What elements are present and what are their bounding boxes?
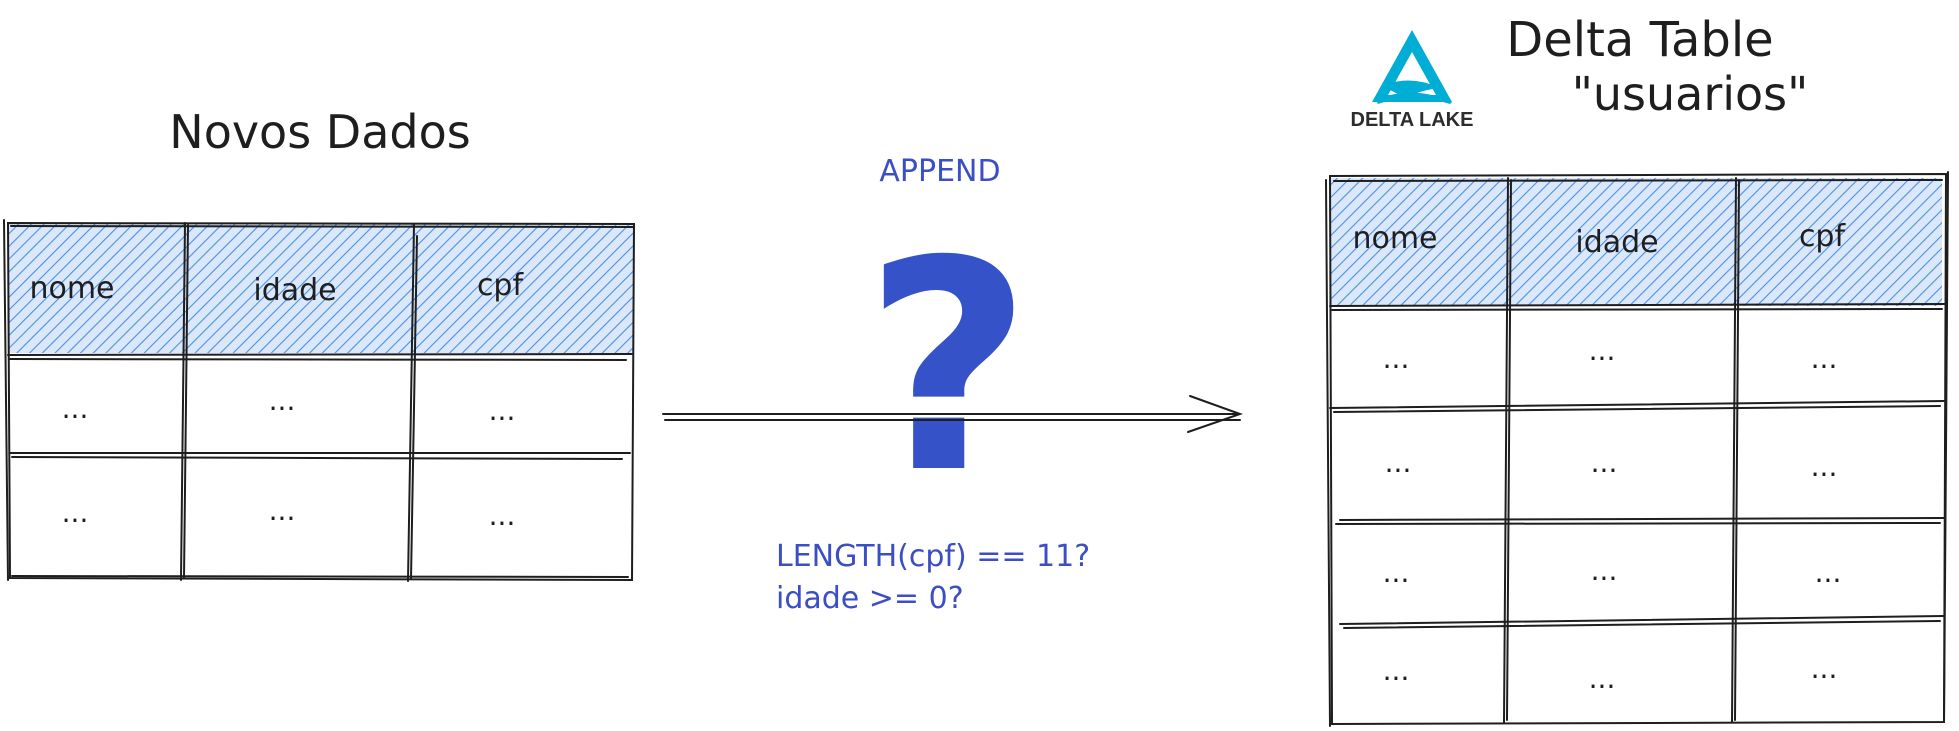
delta-lake-logo-text: DELTA LAKE [1351, 109, 1474, 131]
left-table-col-line [180, 222, 186, 581]
right-table-cell: ... [1383, 342, 1410, 375]
right-table-header-band [1330, 178, 1942, 306]
right-table-row-line [1329, 303, 1947, 307]
right-table-col-line [1731, 177, 1737, 723]
arrow-head [1187, 395, 1244, 433]
condition-idade-positive: idade >= 0? [776, 581, 964, 616]
left-table-col-line [407, 224, 415, 582]
append-operation: APPEND ? LENGTH(cpf) == 11? idade >= 0? [662, 154, 1244, 616]
left-table-title: Novos Dados [169, 105, 470, 159]
left-table-cell: ... [62, 392, 89, 425]
right-table-cell: ... [1811, 450, 1838, 483]
left-table-cell: ... [62, 496, 89, 529]
left-table-header-band [8, 223, 634, 353]
right-table-cell: ... [1589, 334, 1616, 367]
left-table-header-cell: cpf [477, 268, 525, 303]
left-table: Novos Dados nome idade cpf ... ... ... .… [3, 105, 636, 582]
append-label: APPEND [879, 154, 1000, 189]
delta-lake-logo: DELTA LAKE [1351, 30, 1474, 131]
left-table-cell: ... [269, 494, 296, 527]
right-table-cell: ... [1811, 342, 1838, 375]
right-table-header-cell: cpf [1799, 219, 1847, 254]
right-table-col-line [1503, 177, 1509, 723]
condition-cpf-length: LENGTH(cpf) == 11? [776, 539, 1090, 574]
left-table-header-cell: idade [253, 273, 336, 308]
right-table-cell: ... [1383, 654, 1410, 687]
left-table-cell: ... [489, 394, 516, 427]
right-table-cell: ... [1591, 446, 1618, 479]
right-table-header-cell: nome [1352, 221, 1437, 256]
delta-lake-icon [1372, 30, 1452, 104]
left-table-header-cell: nome [29, 271, 114, 306]
left-table-border [6, 221, 636, 582]
right-table-row-line [1339, 615, 1945, 625]
question-mark: ? [864, 200, 1032, 537]
right-table-row-line [1329, 400, 1945, 409]
right-table-cell: ... [1383, 556, 1410, 589]
right-table-cell: ... [1589, 662, 1616, 695]
left-table-cell: ... [269, 384, 296, 417]
right-table-row-line [1339, 517, 1945, 521]
right-table-cell: ... [1385, 446, 1412, 479]
right-table-subtitle: "usuarios" [1572, 67, 1809, 121]
right-table-cell: ... [1811, 652, 1838, 685]
right-table-header-cell: idade [1575, 225, 1658, 260]
right-table-cell: ... [1815, 556, 1842, 589]
left-table-row-line [7, 353, 633, 356]
right-table-title: Delta Table [1506, 12, 1773, 68]
left-table-cell: ... [489, 499, 516, 532]
right-table-cell: ... [1591, 554, 1618, 587]
right-table: Delta Table "usuarios" nome idade cpf ..… [1325, 12, 1949, 727]
